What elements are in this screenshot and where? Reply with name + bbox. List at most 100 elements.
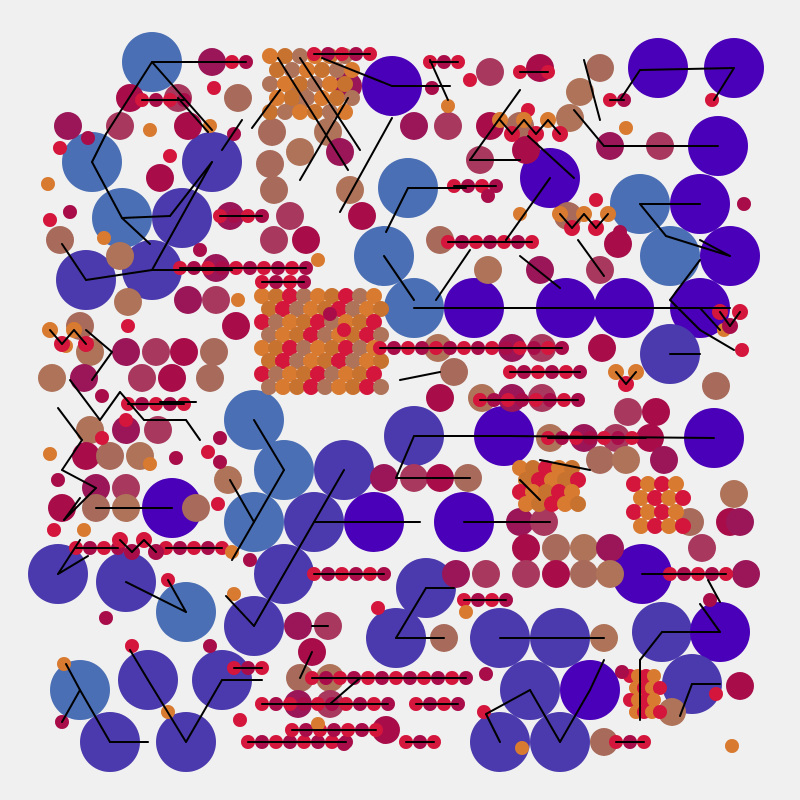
circle-244	[317, 327, 333, 343]
circle-267	[254, 366, 270, 382]
circle-250	[268, 340, 284, 356]
circle-312	[675, 490, 691, 506]
connector-line-73	[505, 177, 551, 241]
circle-273	[338, 366, 354, 382]
circle-225	[303, 301, 319, 317]
circle-261	[303, 353, 319, 369]
circle-308	[668, 476, 684, 492]
connector-line-59	[121, 217, 151, 245]
circle-300	[518, 496, 534, 512]
circle-60	[224, 84, 252, 112]
circle-526	[243, 553, 257, 567]
circle-230	[373, 301, 389, 317]
connector-line-154	[485, 689, 531, 715]
circle-66	[566, 78, 594, 106]
circle-213	[254, 288, 270, 304]
circle-546	[441, 99, 455, 113]
connector-line-74	[573, 109, 605, 147]
circle-277	[275, 379, 291, 395]
connector-line-64	[299, 57, 361, 151]
connector-line-133	[395, 587, 427, 639]
circle-256	[352, 340, 368, 356]
circle-113	[128, 364, 156, 392]
connector-line-57	[61, 243, 87, 281]
connector-line-110	[63, 497, 81, 521]
circle-314	[640, 504, 656, 520]
circle-224	[289, 301, 305, 317]
circle-107	[112, 338, 140, 366]
connector-line-117	[283, 521, 315, 575]
circle-173	[472, 560, 500, 588]
circle-554	[201, 445, 215, 459]
connector-line-161	[61, 689, 81, 723]
circle-565	[337, 737, 351, 751]
circle-523	[99, 611, 113, 625]
circle-247	[359, 327, 375, 343]
circle-103	[202, 286, 230, 314]
connector-line-58	[91, 161, 123, 219]
circle-538	[737, 197, 751, 211]
circle-158	[512, 560, 540, 588]
circle-101	[114, 288, 142, 316]
circle-266	[373, 353, 389, 369]
circle-15	[640, 226, 700, 286]
connector-line-152	[529, 689, 561, 743]
circle-274	[352, 366, 368, 382]
circle-145	[586, 446, 614, 474]
connector-line-41	[719, 311, 731, 327]
connector-line-114	[253, 469, 285, 523]
circle-309	[633, 490, 649, 506]
circle-76	[556, 104, 584, 132]
circle-149	[642, 398, 670, 426]
connector-line-148	[129, 649, 149, 681]
circle-208	[277, 104, 293, 120]
connector-line-147	[147, 679, 187, 743]
circle-68	[106, 112, 134, 140]
connector-line-52	[169, 161, 213, 217]
circle-133	[112, 474, 140, 502]
circle-500	[207, 81, 221, 95]
connector-line-120	[231, 521, 255, 561]
circle-89	[348, 202, 376, 230]
circle-2	[628, 38, 688, 98]
circle-332	[647, 693, 661, 707]
connector-line-150	[185, 679, 223, 743]
circle-564	[311, 717, 325, 731]
circle-301	[531, 496, 547, 512]
connector-line-99	[91, 351, 113, 381]
circle-515	[119, 413, 133, 427]
circle-252	[296, 340, 312, 356]
circle-278	[289, 379, 305, 395]
circle-73	[434, 112, 462, 140]
circle-528	[459, 605, 473, 619]
circle-220	[352, 288, 368, 304]
connector-line-35	[571, 213, 585, 229]
connector-line-84	[669, 259, 701, 301]
circle-315	[654, 504, 670, 520]
circle-111	[38, 364, 66, 392]
circle-216	[296, 288, 312, 304]
circle-124	[426, 384, 454, 412]
circle-184	[277, 48, 293, 64]
circle-200	[337, 76, 353, 92]
circle-129	[72, 442, 100, 470]
connector-line-65	[321, 57, 393, 87]
connector-line-106	[57, 407, 83, 441]
circle-551	[337, 323, 351, 337]
circle-93	[260, 226, 288, 254]
circle-104	[222, 312, 250, 340]
circle-505	[81, 131, 95, 145]
circle-203	[299, 90, 315, 106]
connector-line-97	[399, 371, 441, 381]
connector-line-105	[185, 419, 201, 441]
circle-249	[254, 340, 270, 356]
connector-line-119	[229, 479, 255, 523]
circle-243	[303, 327, 319, 343]
circle-174	[726, 672, 754, 700]
connector-line-113	[253, 419, 285, 471]
circle-518	[47, 523, 61, 537]
circle-232	[268, 314, 284, 330]
connector-line-107	[61, 439, 83, 471]
circle-508	[63, 205, 77, 219]
circle-507	[41, 177, 55, 191]
